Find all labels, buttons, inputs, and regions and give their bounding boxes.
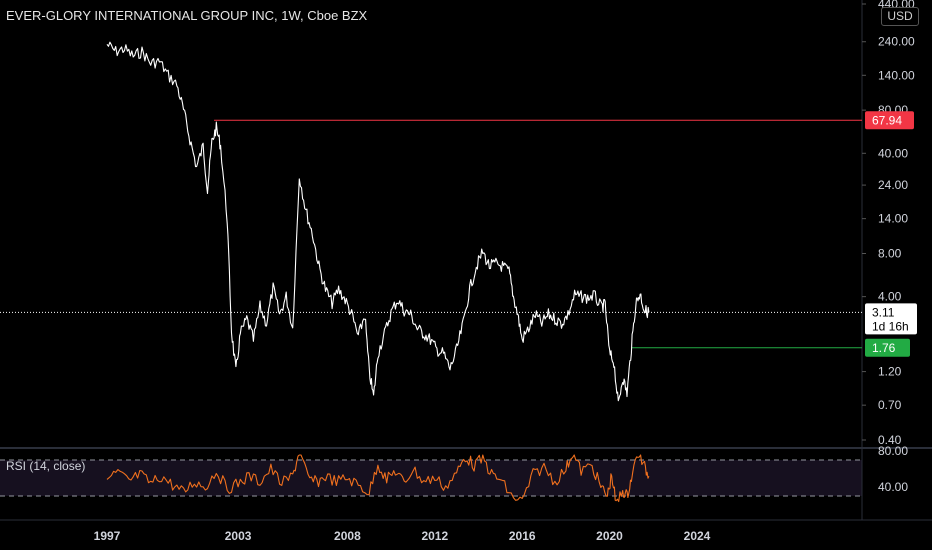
price-series [106,41,650,402]
rsi-series [106,454,650,503]
time-tick-label: 2024 [684,529,711,543]
price-tick-label: 40.00 [878,146,908,160]
price-tick-label: 24.00 [878,178,908,192]
symbol-title[interactable]: EVER-GLORY INTERNATIONAL GROUP INC, 1W, … [6,8,368,23]
rsi-tick-label: 40.00 [878,480,908,494]
price-tick-label: 4.00 [878,290,902,304]
rsi-line [106,454,650,503]
price-tick-label: 1.20 [878,365,902,379]
price-axis-ticks: 440.00240.00140.0080.0040.0024.0014.008.… [862,0,915,447]
price-tick-label: 0.40 [878,433,902,447]
rsi-band [0,460,862,496]
rsi-legend-title[interactable]: RSI (14, close) [6,459,85,473]
price-tick-label: 0.70 [878,398,902,412]
bar-countdown-text: 1d 16h [872,319,909,333]
resistance-price-label[interactable]: 67.94 [865,111,914,130]
price-line [106,41,650,402]
last-price-text: 3.11 [872,305,895,319]
time-tick-label: 2016 [509,529,536,543]
price-tick-label: 14.00 [878,212,908,226]
time-tick-label: 2003 [225,529,252,543]
time-tick-label: 2008 [334,529,361,543]
last-price-label[interactable]: 3.11 1d 16h [865,303,917,335]
price-tick-label: 240.00 [878,35,915,49]
price-tick-label: 8.00 [878,247,902,261]
rsi-axis-ticks: 80.00 40.00 [878,444,908,494]
time-tick-label: 2012 [421,529,448,543]
time-tick-label: 2020 [596,529,623,543]
price-tick-label: 440.00 [878,0,915,11]
support-price-label[interactable]: 1.76 [865,338,910,357]
time-tick-label: 1997 [94,529,121,543]
currency-button[interactable]: USD [881,7,919,26]
price-tick-label: 140.00 [878,68,915,82]
support-label-text: 1.76 [872,341,896,355]
rsi-tick-label: 80.00 [878,444,908,458]
time-axis-ticks: 1997 2003 2008 2012 2016 2020 2024 [94,529,711,543]
resistance-label-text: 67.94 [872,113,902,127]
